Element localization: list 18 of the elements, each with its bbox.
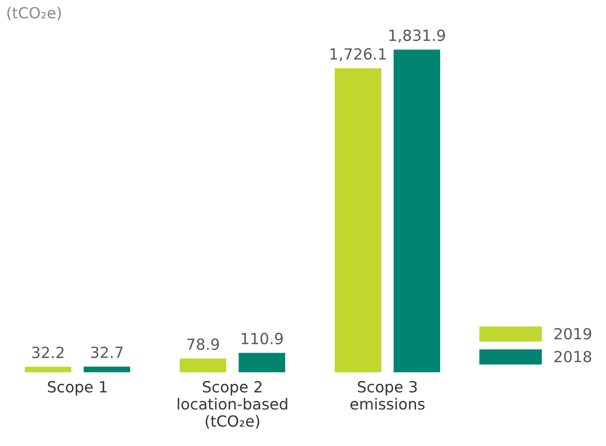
legend-label: 2019 xyxy=(554,328,592,340)
bar xyxy=(180,358,226,372)
bar xyxy=(84,366,130,372)
data-label: 110.9 xyxy=(242,332,283,344)
x-tick-label: Scope 1 xyxy=(48,381,107,396)
data-label: 1,831.9 xyxy=(389,30,445,43)
bar xyxy=(334,68,382,372)
bar xyxy=(394,50,440,372)
x-tick-label: Scope 2 location-based (tCO₂e) xyxy=(178,381,288,429)
data-label: 78.9 xyxy=(187,338,219,350)
data-label: 32.2 xyxy=(32,346,64,358)
y-axis-title: (tCO₂e) xyxy=(7,6,61,20)
bar xyxy=(24,366,72,372)
bar xyxy=(238,352,286,372)
x-tick-label: Scope 3 emissions xyxy=(350,381,425,410)
legend-label: 2018 xyxy=(554,350,592,362)
data-label: 1,726.1 xyxy=(330,48,386,62)
data-label: 32.7 xyxy=(91,346,123,358)
